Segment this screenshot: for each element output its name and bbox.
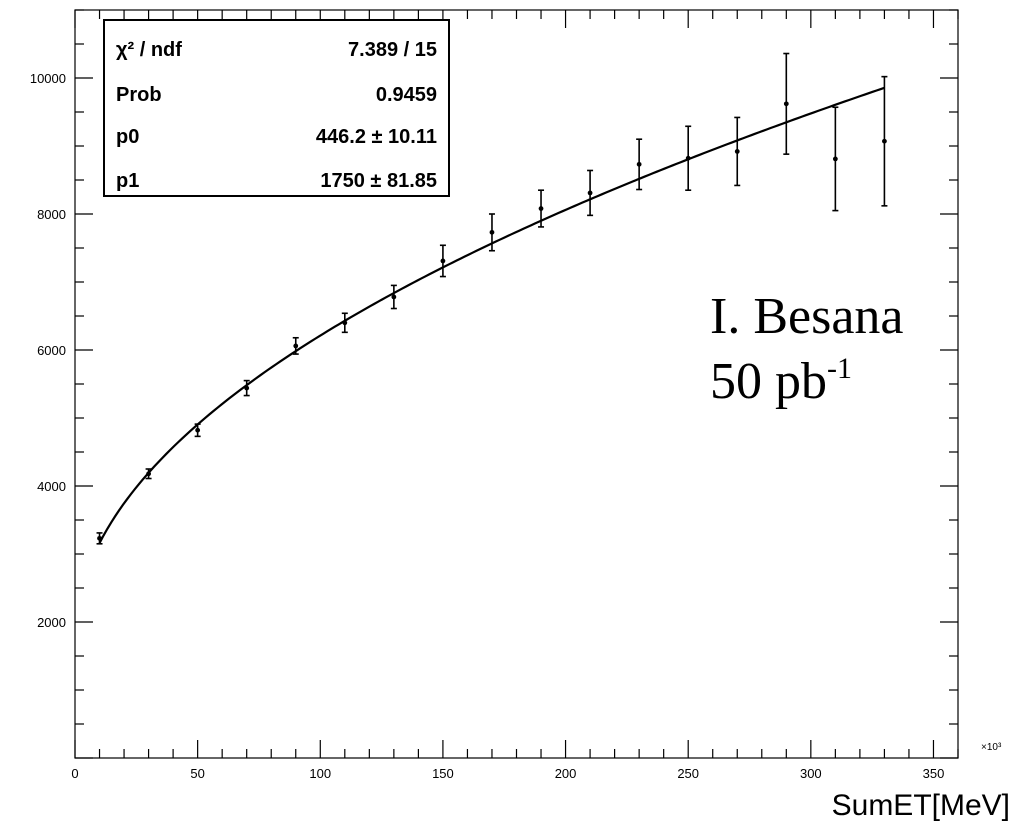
data-marker [391,294,397,300]
x-tick-label: 250 [677,766,699,781]
x-tick-label: 300 [800,766,822,781]
x-tick-label: 50 [190,766,204,781]
data-marker [293,343,299,349]
annotation-luminosity: 50 pb-1 [710,352,852,410]
stats-label-chi2: χ² / ndf [116,39,182,61]
data-point [538,189,545,228]
data-marker [342,320,348,326]
x-tick-labels: 0 50 100 150 200 250 300 350 [71,766,944,781]
data-marker [244,385,250,391]
data-point [292,336,299,355]
data-marker [783,101,789,107]
data-point [881,75,888,207]
data-marker [195,427,201,433]
data-point [194,423,201,438]
data-point [783,52,790,155]
data-marker [734,149,740,154]
y-tick-label: 10000 [30,71,66,86]
data-point [145,468,152,480]
stats-value-prob: 0.9459 [376,84,437,106]
data-point [636,138,643,191]
data-marker [832,156,838,162]
stats-label-p1: p1 [116,170,139,192]
y-tick-label: 2000 [37,615,66,630]
stats-value-p0: 446.2 ± 10.11 [316,126,437,148]
data-marker [587,190,593,196]
data-point [488,213,495,252]
data-points [96,52,888,545]
stats-box: χ² / ndf 7.389 / 15 Prob 0.9459 p0 446.2… [103,19,450,197]
data-marker [882,138,887,144]
data-point [390,284,397,310]
annotation-author: I. Besana [710,288,903,345]
y-tick-labels: 2000 4000 6000 8000 10000 [30,71,66,630]
stats-box-frame [103,19,450,197]
data-point [243,379,250,397]
data-marker [146,471,151,477]
data-marker [685,155,691,161]
stats-value-p1: 1750 ± 81.85 [320,170,437,192]
x-tick-label: 0 [71,766,78,781]
data-marker [636,161,642,167]
x-tick-label: 150 [432,766,454,781]
x-tick-label: 100 [309,766,331,781]
x-multiplier-label: ×10³ [981,742,1002,753]
data-point [734,116,741,187]
data-marker [489,229,495,235]
data-marker [97,535,102,541]
stats-label-p0: p0 [116,126,139,148]
x-tick-label: 200 [555,766,577,781]
data-point [341,312,348,334]
data-point [685,125,692,191]
annotation-luminosity-main: 50 pb [710,353,827,410]
data-marker [440,258,446,264]
annotation-luminosity-sup: -1 [827,352,852,385]
y-tick-label: 6000 [37,343,66,358]
stats-label-prob: Prob [116,84,162,106]
data-marker [538,206,544,211]
data-point [832,106,839,212]
data-point [439,244,446,278]
data-point [587,169,594,217]
x-axis-label: SumET[MeV] [832,789,1010,822]
x-tick-label: 350 [923,766,945,781]
y-tick-label: 4000 [37,479,66,494]
y-tick-label: 8000 [37,207,66,222]
stats-value-chi2: 7.389 / 15 [348,39,437,61]
data-point [96,532,103,545]
